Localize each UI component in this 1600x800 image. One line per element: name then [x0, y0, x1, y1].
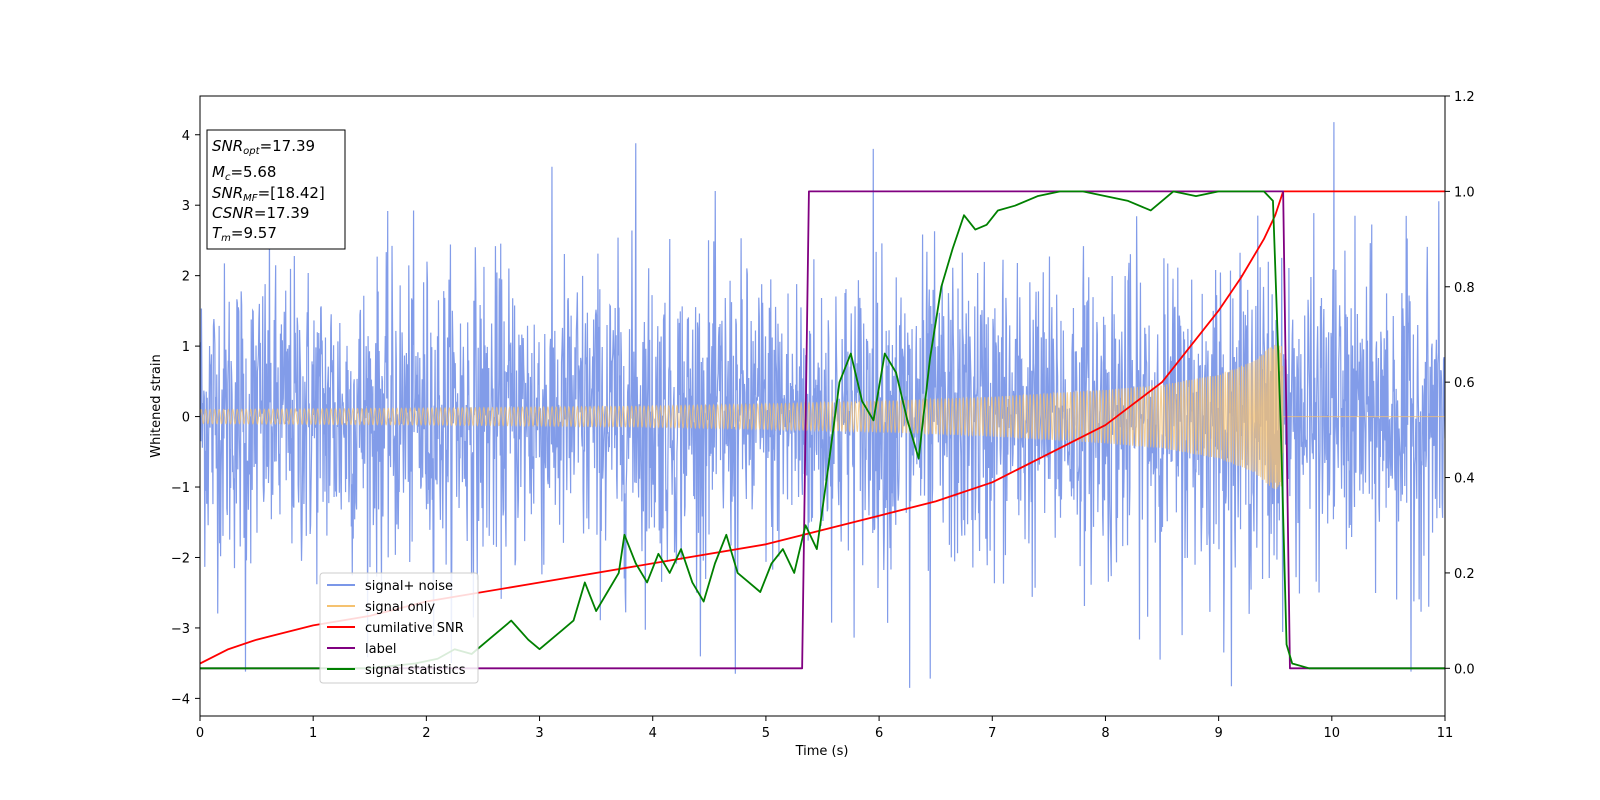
y-right-tick-label: 0.8	[1454, 281, 1475, 296]
legend-label: signal+ noise	[365, 579, 453, 594]
legend-entry-signal-plus-noise: signal+ noise	[327, 579, 453, 594]
x-tick-label: 2	[422, 726, 430, 741]
y-left-tick-label: −2	[171, 551, 190, 566]
line-signal-statistics	[200, 190, 1445, 670]
x-tick-label: 11	[1437, 726, 1454, 741]
y-left-tick-label: 3	[182, 199, 190, 214]
x-tick-label: 4	[649, 726, 657, 741]
y-axis-title: Whitened strain	[149, 354, 164, 457]
y-right-tick-label: 1.0	[1454, 185, 1475, 200]
plot-frame	[199, 95, 1446, 717]
series-signal-statistics	[200, 190, 1445, 670]
y-right-tick-label: 1.2	[1454, 90, 1475, 105]
legend-entry-cumilative-snr: cumilative SNR	[327, 621, 464, 636]
y-right-tick-label: 0.2	[1454, 567, 1475, 582]
y-left-tick-label: −1	[171, 481, 190, 496]
legend-label: signal statistics	[365, 663, 466, 678]
y-right-tick-label: 0.4	[1454, 472, 1475, 487]
legend-label: signal only	[365, 600, 435, 615]
y-right-tick-label: 0.6	[1454, 376, 1475, 391]
x-tick-label: 10	[1324, 726, 1341, 741]
info-box-frame	[206, 129, 346, 250]
info-tm: Tm=9.57	[212, 224, 277, 244]
legend-label: label	[365, 642, 396, 657]
series-signal-only	[200, 344, 1445, 489]
x-axis: 0 1 2 3 4 5 6 7 8 9 10 11	[196, 716, 1453, 741]
y-axis-left: −4 −3 −2 −1 0 1 2 3 4	[171, 129, 200, 707]
y-left-tick-label: −4	[171, 692, 190, 707]
legend: signal+ noise signal only cumilative SNR…	[319, 572, 479, 684]
info-box: SNRopt=17.39 Mc=5.68 SNRMF=[18.42] CSNR=…	[206, 129, 346, 250]
x-tick-label: 1	[309, 726, 317, 741]
y-axis-right: 0.0 0.2 0.4 0.6 0.8 1.0 1.2	[1445, 90, 1475, 677]
y-left-tick-label: 2	[182, 270, 190, 285]
legend-entry-signal-statistics: signal statistics	[327, 663, 466, 678]
y-left-tick-label: 1	[182, 340, 190, 355]
info-snr-opt: SNRopt=17.39	[212, 137, 315, 157]
x-tick-label: 6	[875, 726, 883, 741]
x-axis-title: Time (s)	[795, 744, 849, 759]
y-left-tick-label: 4	[182, 129, 190, 144]
x-tick-label: 0	[196, 726, 204, 741]
x-tick-label: 3	[535, 726, 543, 741]
y-right-tick-label: 0.0	[1454, 662, 1475, 677]
info-csnr: CSNR=17.39	[212, 204, 309, 222]
x-tick-label: 7	[988, 726, 996, 741]
x-tick-label: 9	[1214, 726, 1222, 741]
info-snr-mf: SNRMF=[18.42]	[212, 184, 325, 204]
legend-entry-label: label	[327, 642, 396, 657]
legend-label: cumilative SNR	[365, 621, 464, 636]
x-tick-label: 5	[762, 726, 770, 741]
legend-entry-signal-only: signal only	[327, 600, 435, 615]
legend-frame	[319, 572, 479, 684]
y-left-tick-label: 0	[182, 411, 190, 426]
info-mc: Mc=5.68	[212, 163, 276, 183]
line-signal-only	[200, 344, 1445, 489]
x-tick-label: 8	[1101, 726, 1109, 741]
y-left-tick-label: −3	[171, 622, 190, 637]
